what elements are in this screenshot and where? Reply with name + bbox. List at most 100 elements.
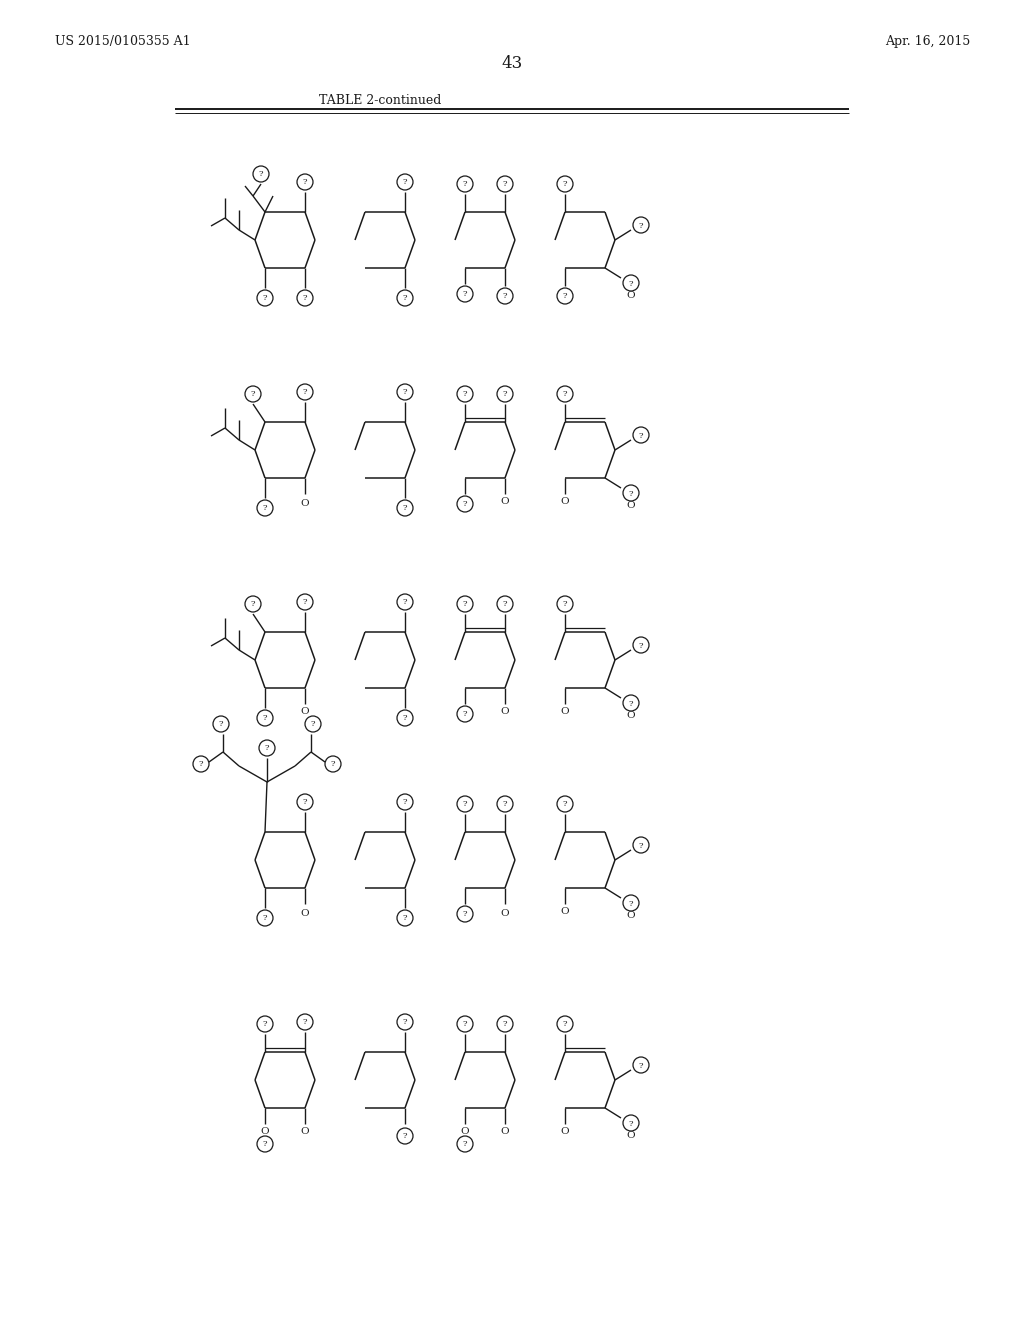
Circle shape (557, 385, 573, 403)
Circle shape (397, 1129, 413, 1144)
Circle shape (245, 597, 261, 612)
Circle shape (325, 756, 341, 772)
Text: O: O (627, 502, 635, 511)
Text: ?: ? (259, 170, 263, 178)
Circle shape (257, 710, 273, 726)
Text: ?: ? (503, 601, 507, 609)
Text: ?: ? (251, 391, 255, 399)
Text: ?: ? (463, 1020, 467, 1028)
Circle shape (297, 795, 313, 810)
Text: ?: ? (463, 601, 467, 609)
Text: ?: ? (331, 760, 335, 768)
Text: ?: ? (402, 388, 408, 396)
Text: O: O (301, 708, 309, 717)
Text: O: O (461, 1127, 469, 1137)
Text: ?: ? (503, 1020, 507, 1028)
Text: ?: ? (263, 504, 267, 512)
Circle shape (633, 837, 649, 853)
Text: ?: ? (463, 181, 467, 189)
Text: ?: ? (463, 500, 467, 508)
Circle shape (257, 290, 273, 306)
Circle shape (297, 174, 313, 190)
Text: ?: ? (402, 799, 408, 807)
Text: O: O (627, 711, 635, 721)
Circle shape (557, 176, 573, 191)
Text: ?: ? (263, 714, 267, 722)
Text: ?: ? (402, 504, 408, 512)
Text: ?: ? (402, 178, 408, 186)
Text: ?: ? (639, 222, 643, 230)
Text: O: O (301, 499, 309, 507)
Text: ?: ? (303, 598, 307, 606)
Text: ?: ? (402, 598, 408, 606)
Text: ?: ? (303, 799, 307, 807)
Text: O: O (501, 498, 509, 507)
Text: Apr. 16, 2015: Apr. 16, 2015 (885, 36, 970, 49)
Text: ?: ? (629, 700, 633, 708)
Circle shape (457, 706, 473, 722)
Text: O: O (627, 292, 635, 301)
Text: ?: ? (310, 721, 315, 729)
Circle shape (457, 796, 473, 812)
Text: O: O (501, 708, 509, 717)
Circle shape (623, 275, 639, 290)
Circle shape (497, 796, 513, 812)
Text: ?: ? (463, 290, 467, 298)
Circle shape (305, 715, 321, 733)
Text: ?: ? (563, 391, 567, 399)
Text: ?: ? (402, 915, 408, 923)
Circle shape (297, 594, 313, 610)
Circle shape (397, 174, 413, 190)
Circle shape (557, 288, 573, 304)
Text: ?: ? (629, 280, 633, 288)
Text: O: O (301, 1127, 309, 1137)
Circle shape (259, 741, 275, 756)
Circle shape (457, 496, 473, 512)
Text: ?: ? (402, 1019, 408, 1027)
Circle shape (457, 906, 473, 921)
Text: ?: ? (219, 721, 223, 729)
Text: O: O (501, 1127, 509, 1137)
Circle shape (633, 426, 649, 444)
Circle shape (397, 290, 413, 306)
Circle shape (497, 176, 513, 191)
Text: O: O (627, 912, 635, 920)
Text: ?: ? (463, 911, 467, 919)
Circle shape (557, 796, 573, 812)
Text: O: O (561, 908, 569, 916)
Text: ?: ? (629, 490, 633, 498)
Circle shape (623, 895, 639, 911)
Text: ?: ? (639, 432, 643, 440)
Text: ?: ? (503, 293, 507, 301)
Text: ?: ? (503, 181, 507, 189)
Text: ?: ? (639, 1061, 643, 1069)
Text: ?: ? (303, 294, 307, 302)
Text: ?: ? (263, 915, 267, 923)
Text: ?: ? (263, 1020, 267, 1028)
Text: ?: ? (199, 760, 203, 768)
Circle shape (397, 384, 413, 400)
Text: O: O (561, 1127, 569, 1137)
Circle shape (633, 1057, 649, 1073)
Circle shape (397, 795, 413, 810)
Circle shape (457, 286, 473, 302)
Circle shape (457, 1137, 473, 1152)
Circle shape (245, 385, 261, 403)
Text: ?: ? (402, 294, 408, 302)
Text: ?: ? (263, 294, 267, 302)
Text: 43: 43 (502, 54, 522, 71)
Circle shape (623, 1115, 639, 1131)
Text: ?: ? (563, 800, 567, 808)
Circle shape (557, 1016, 573, 1032)
Circle shape (397, 1014, 413, 1030)
Circle shape (397, 500, 413, 516)
Text: ?: ? (463, 710, 467, 718)
Text: O: O (561, 498, 569, 507)
Text: ?: ? (463, 1140, 467, 1148)
Text: ?: ? (303, 1019, 307, 1027)
Circle shape (633, 216, 649, 234)
Circle shape (633, 638, 649, 653)
Text: O: O (261, 1127, 269, 1137)
Circle shape (623, 484, 639, 502)
Text: O: O (501, 908, 509, 917)
